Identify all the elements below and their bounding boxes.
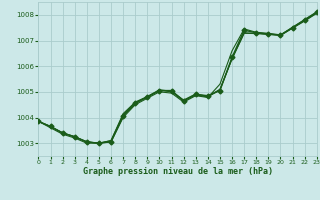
- X-axis label: Graphe pression niveau de la mer (hPa): Graphe pression niveau de la mer (hPa): [83, 167, 273, 176]
